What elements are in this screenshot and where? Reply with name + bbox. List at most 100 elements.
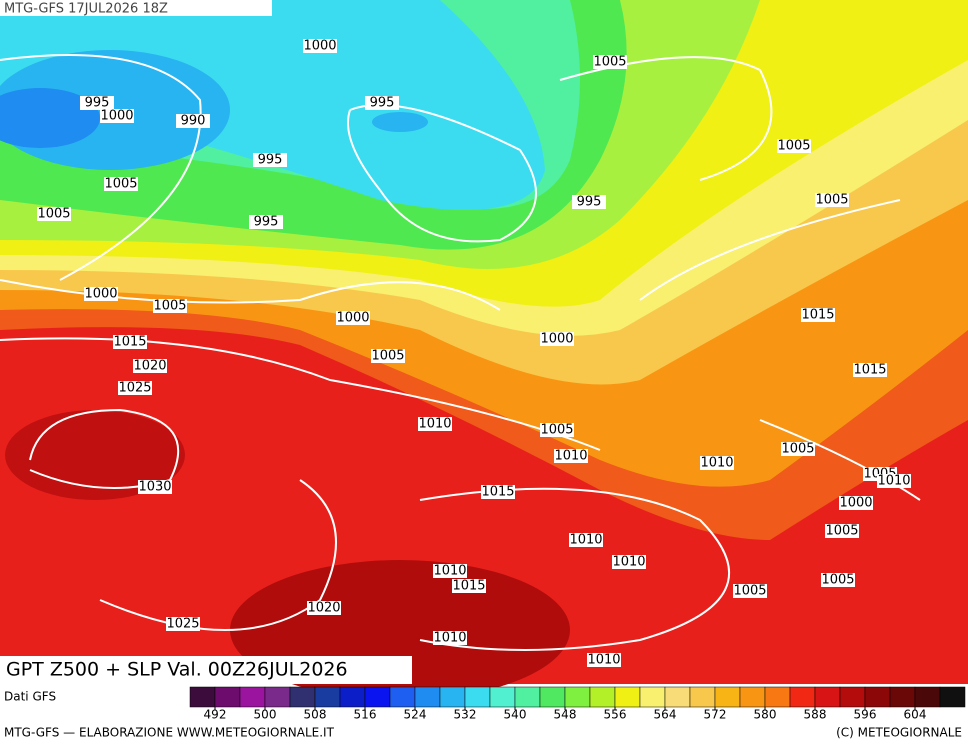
label-bg xyxy=(839,496,873,510)
isobar-label: 1015 xyxy=(113,335,146,350)
isobar xyxy=(0,54,202,281)
isobar-label: 1005 xyxy=(777,139,810,154)
isobar-label: 1000 xyxy=(84,287,117,302)
color-swatch xyxy=(214,686,241,708)
color-swatch xyxy=(889,686,916,708)
label-bg xyxy=(853,363,887,377)
header-title: MTG-GFS 17JUL2026 18Z xyxy=(4,2,168,17)
label-bg xyxy=(781,442,815,456)
color-swatch xyxy=(814,686,841,708)
isobar-label: 1030 xyxy=(138,480,171,495)
label-bg xyxy=(540,332,574,346)
color-swatch xyxy=(489,686,516,708)
label-bg xyxy=(166,617,200,631)
isobar-label: 1005 xyxy=(815,193,848,208)
isobar-label: 1015 xyxy=(481,485,514,500)
label-bg xyxy=(612,555,646,569)
isobar-label: 1005 xyxy=(540,423,573,438)
isobar xyxy=(419,487,730,651)
tick-label: 508 xyxy=(304,708,327,722)
color-swatch xyxy=(939,686,966,708)
label-bg xyxy=(118,381,152,395)
isobar-label: 995 xyxy=(258,153,283,168)
label-bg xyxy=(37,207,71,221)
isobar-label: 1000 xyxy=(303,39,336,54)
color-swatch xyxy=(464,686,491,708)
isobar-label: 1010 xyxy=(569,533,602,548)
isobar-label: 1015 xyxy=(452,579,485,594)
label-bg xyxy=(100,109,134,123)
isobar-label: 1000 xyxy=(839,496,872,511)
tick-label: 564 xyxy=(654,708,677,722)
shade xyxy=(0,88,100,148)
isobar-label: 995 xyxy=(254,215,279,230)
tick-label: 540 xyxy=(504,708,527,722)
color-swatch xyxy=(689,686,716,708)
color-swatch xyxy=(389,686,416,708)
isobar xyxy=(347,104,537,243)
isobar-label: 1000 xyxy=(100,109,133,124)
isobar-label: 1005 xyxy=(733,584,766,599)
isobar-label: 990 xyxy=(181,114,206,129)
label-bg xyxy=(733,584,767,598)
tick-label: 516 xyxy=(354,708,377,722)
label-bg xyxy=(303,39,337,53)
tick-label: 524 xyxy=(404,708,427,722)
isobar-label: 1005 xyxy=(153,299,186,314)
isobar-label: 1005 xyxy=(781,442,814,457)
color-swatch xyxy=(839,686,866,708)
isobar-label: 1025 xyxy=(166,617,199,632)
label-bg xyxy=(877,474,911,488)
footer-right: (C) METEOGIORNALE xyxy=(836,726,962,740)
label-bg xyxy=(84,287,118,301)
label-bg xyxy=(371,349,405,363)
label-bg xyxy=(700,456,734,470)
caption-box xyxy=(0,656,412,684)
label-bg xyxy=(777,139,811,153)
label-bg xyxy=(572,195,606,209)
tick-label: 532 xyxy=(454,708,477,722)
label-bg xyxy=(253,153,287,167)
tick-label: 492 xyxy=(204,708,227,722)
color-swatch xyxy=(589,686,616,708)
label-bg xyxy=(587,653,621,667)
label-bg xyxy=(249,215,283,229)
label-bg xyxy=(452,579,486,593)
isobar-label: 995 xyxy=(577,195,602,210)
label-bg xyxy=(153,299,187,313)
color-swatch xyxy=(439,686,466,708)
isobar-label: 1010 xyxy=(700,456,733,471)
isobar-label: 1015 xyxy=(801,308,834,323)
label-bg xyxy=(365,96,399,110)
isobar-label: 1010 xyxy=(554,449,587,464)
label-bg xyxy=(336,311,370,325)
label-bg xyxy=(133,359,167,373)
isobar-label: 1005 xyxy=(593,55,626,70)
color-swatch xyxy=(239,686,266,708)
tick-label: 580 xyxy=(754,708,777,722)
tick-label: 500 xyxy=(254,708,277,722)
color-swatch xyxy=(664,686,691,708)
tick-label: 572 xyxy=(704,708,727,722)
isobar-label: 1020 xyxy=(307,601,340,616)
tick-label: 548 xyxy=(554,708,577,722)
label-bg xyxy=(433,564,467,578)
color-swatch xyxy=(364,686,391,708)
label-bg xyxy=(307,601,341,615)
label-bg xyxy=(433,631,467,645)
tick-label: 588 xyxy=(804,708,827,722)
footer-left: MTG-GFS — ELABORAZIONE WWW.METEOGIORNALE… xyxy=(4,726,335,740)
tick-label: 556 xyxy=(604,708,627,722)
isobar-label: 1010 xyxy=(877,474,910,489)
label-bg xyxy=(113,335,147,349)
isobar xyxy=(29,408,180,489)
color-swatch xyxy=(614,686,641,708)
label-bg xyxy=(825,524,859,538)
isobar-label: 1000 xyxy=(336,311,369,326)
color-swatch xyxy=(864,686,891,708)
isobar xyxy=(639,199,901,301)
color-swatch xyxy=(739,686,766,708)
isobar-label: 1010 xyxy=(418,417,451,432)
